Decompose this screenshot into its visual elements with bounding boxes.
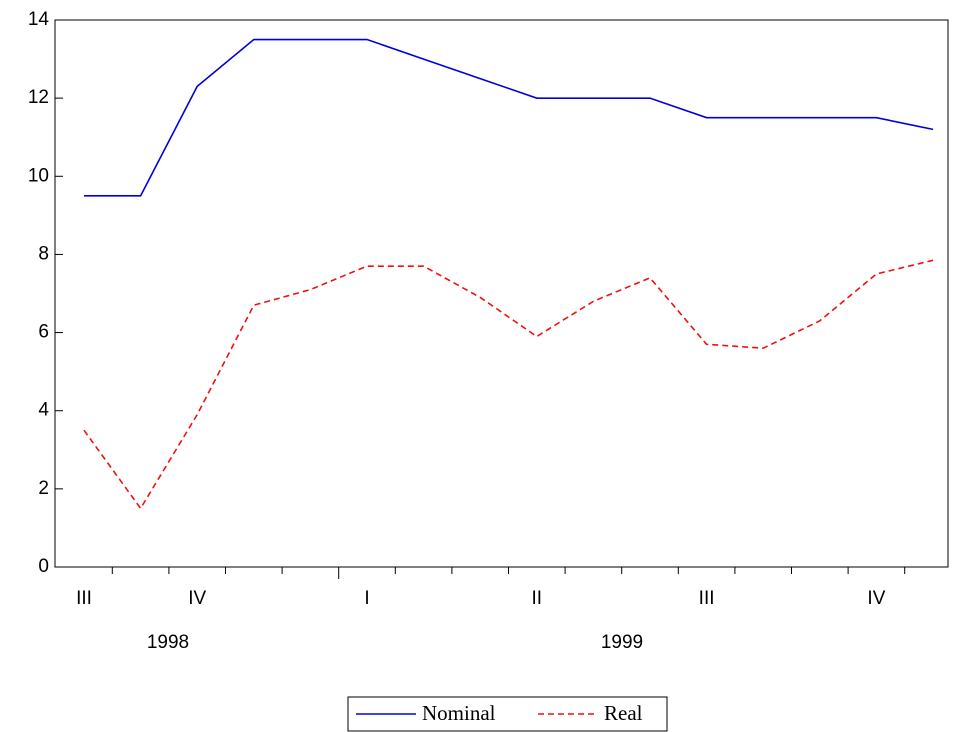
x-tick-label: IV — [867, 588, 885, 609]
x-tick-label: III — [76, 588, 92, 609]
legend-label: Real — [604, 701, 643, 725]
year-label: 1998 — [147, 632, 189, 653]
y-tick-label: 10 — [28, 165, 49, 186]
y-tick-label: 14 — [28, 9, 50, 30]
y-tick-label: 0 — [38, 556, 49, 577]
y-tick-label: 12 — [28, 87, 49, 108]
series-line — [83, 259, 934, 510]
year-label: 1999 — [601, 632, 643, 653]
legend-label: Nominal — [422, 701, 496, 725]
plot-frame — [54, 19, 949, 568]
x-tick-label: I — [364, 588, 369, 609]
y-tick-label: 6 — [38, 322, 49, 343]
y-tick-label: 2 — [38, 478, 49, 499]
y-tick-label: 4 — [38, 400, 49, 421]
x-tick-label: II — [532, 588, 543, 609]
x-tick-label: III — [699, 588, 715, 609]
x-tick-label: IV — [188, 588, 206, 609]
series-line — [84, 38, 934, 197]
y-tick-label: 8 — [38, 243, 49, 264]
